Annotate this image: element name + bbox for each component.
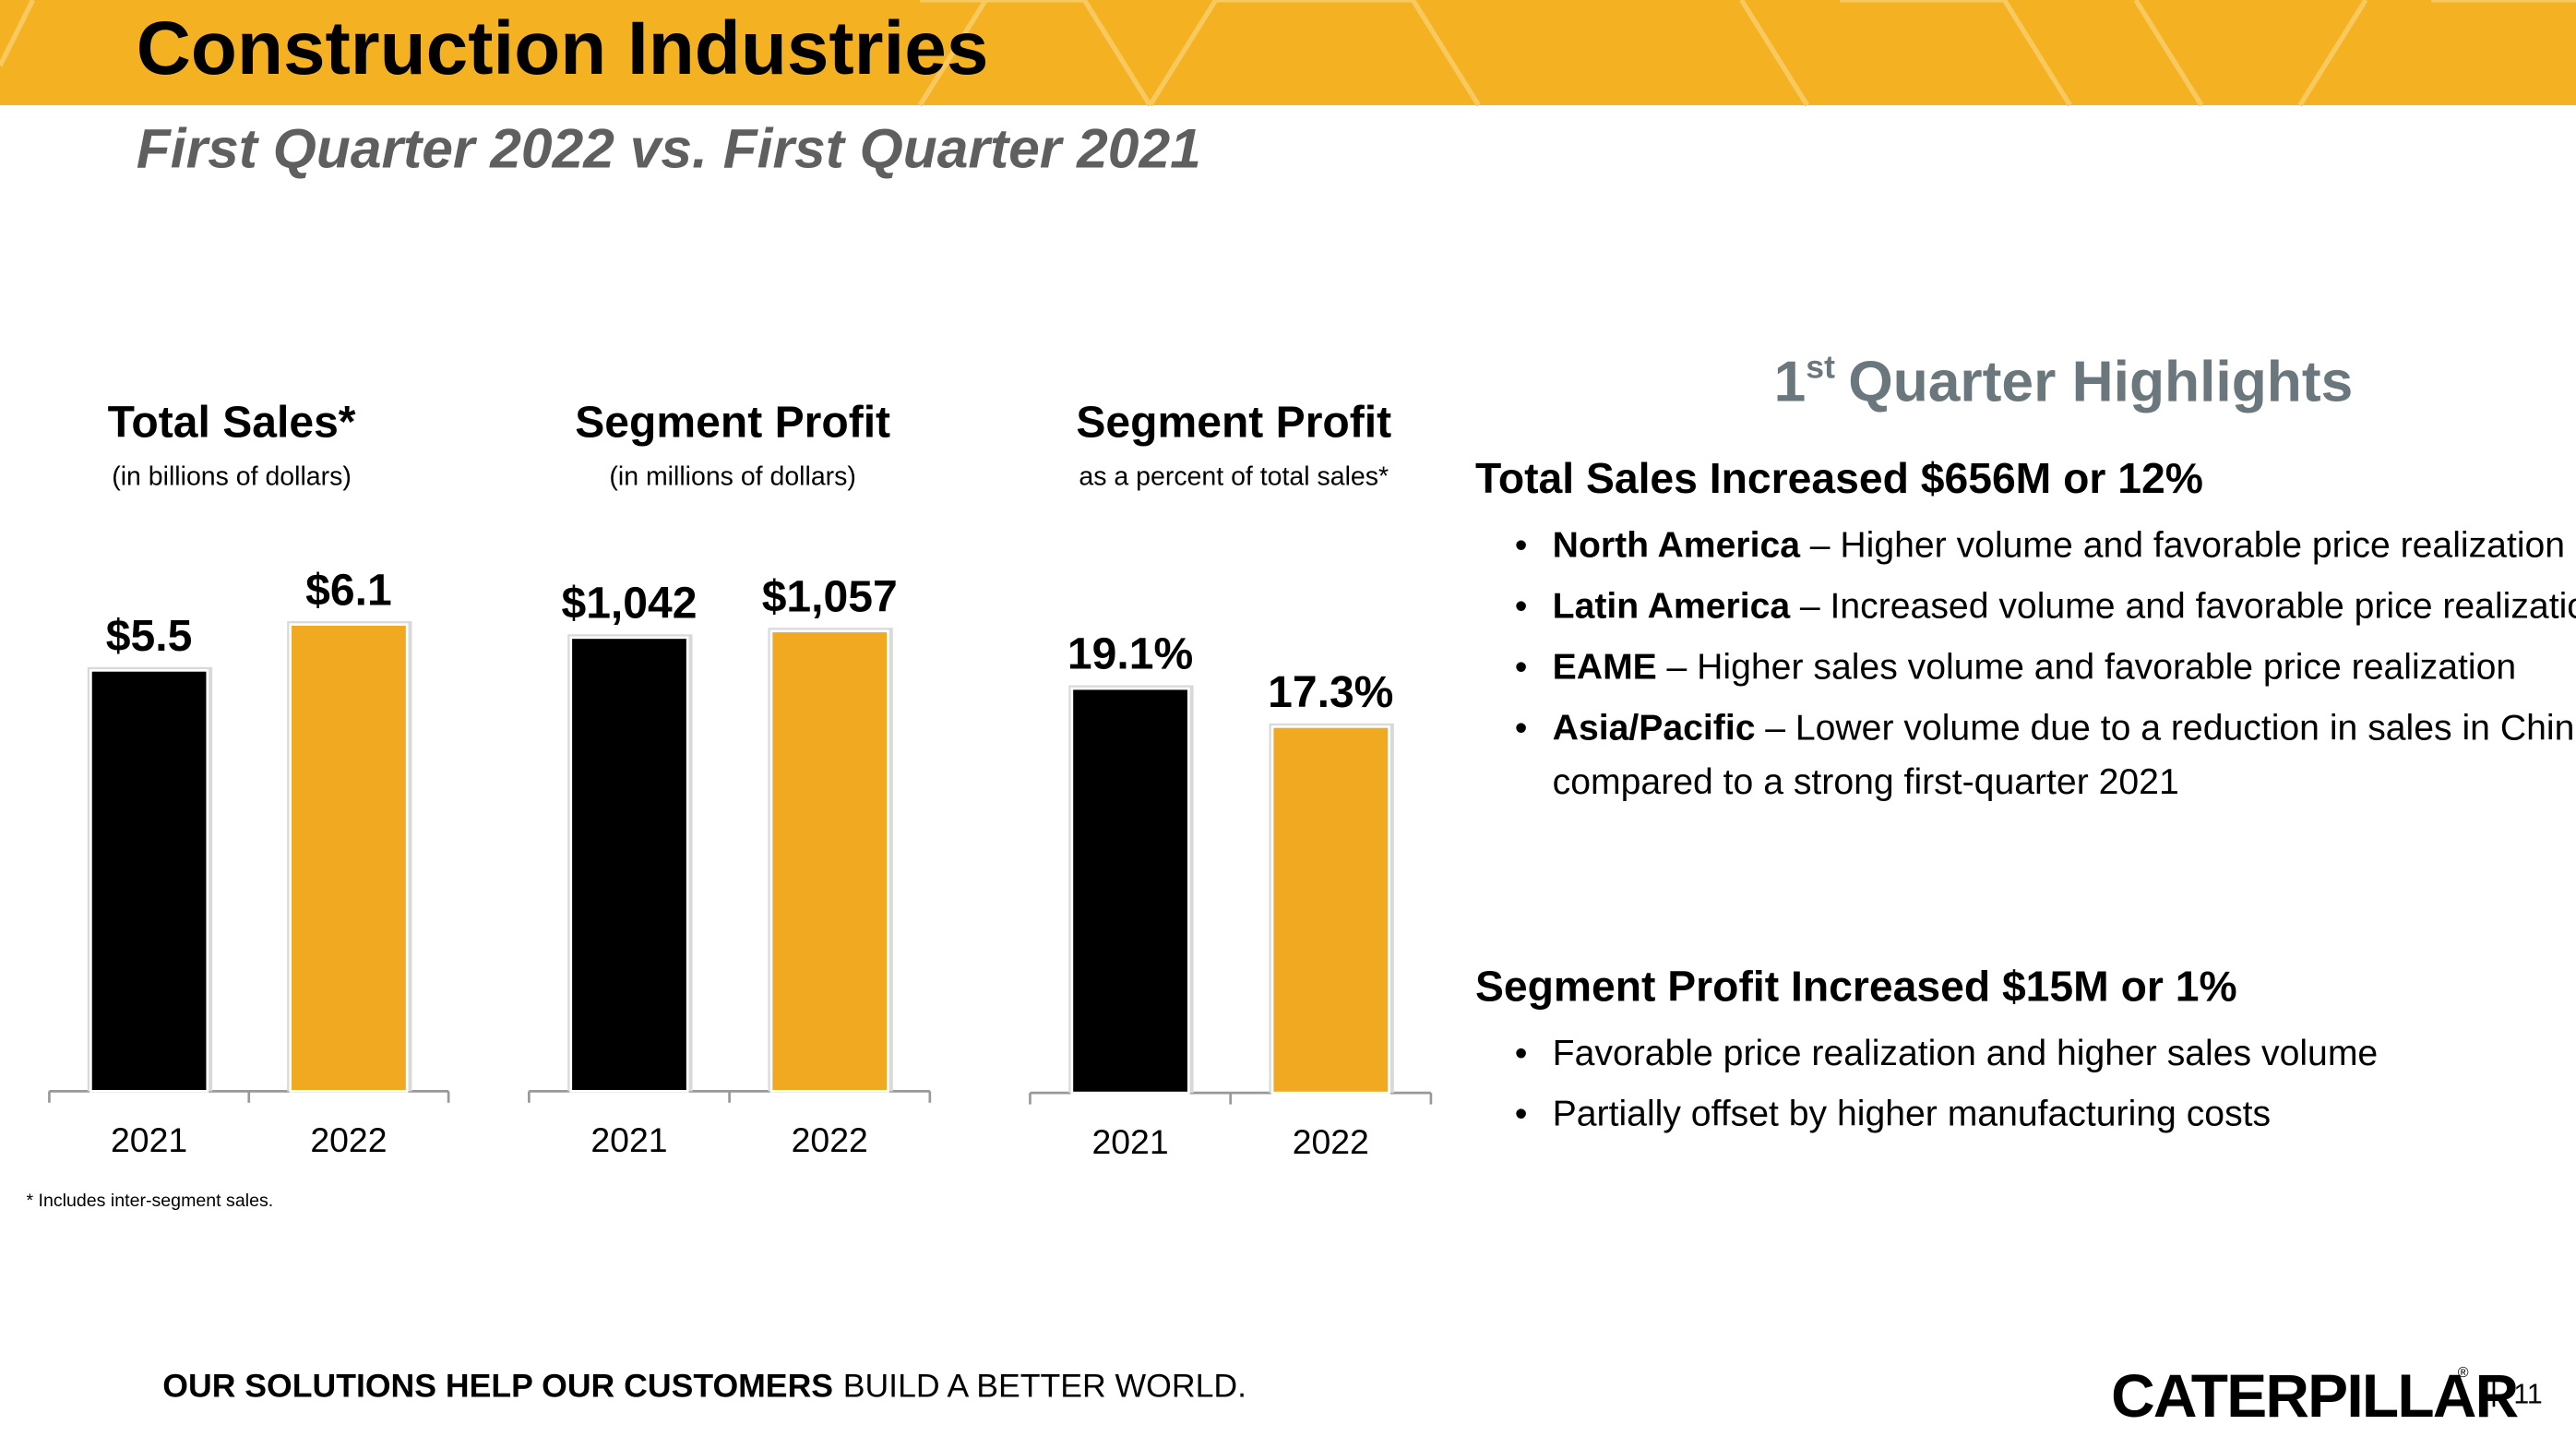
page-number: 11 (2513, 1380, 2542, 1410)
bullet-rest: – Lower volume due to a reduction in sal… (1765, 708, 2576, 748)
x-tick-label: 2022 (792, 1120, 868, 1159)
value-label: $1,042 (561, 578, 697, 628)
bullet-dot: • (1515, 1034, 1528, 1073)
tagline: OUR SOLUTIONS HELP OUR CUSTOMERS BUILD A … (162, 1368, 1246, 1405)
tagline-bold: OUR SOLUTIONS HELP OUR CUSTOMERS (162, 1368, 833, 1405)
section-heading: Segment Profit Increased $15M or 1% (1475, 962, 2237, 1010)
bullet-rest: – Higher volume and favorable price real… (1810, 526, 2565, 566)
title-suffix: st (1806, 349, 1835, 386)
logo: CATERPILLAR (2111, 1361, 2518, 1430)
highlights-title: 1st Quarter Highlights (1774, 349, 2354, 414)
bullet-bold: EAME (1553, 647, 1657, 687)
bullet-text: Asia/Pacific – Lower volume due to a redu… (1553, 708, 2576, 748)
x-tick-label: 2021 (1091, 1122, 1168, 1161)
bar (89, 669, 209, 1093)
logo-mark: ® (2458, 1364, 2469, 1381)
chart-title: Total Sales* (108, 398, 356, 448)
hex-pattern (0, 0, 2576, 107)
chart-title: Segment Profit (575, 398, 890, 448)
x-tick-label: 2021 (590, 1120, 667, 1159)
bullet-rest: Partially offset by higher manufacturing… (1553, 1095, 2271, 1134)
title-rest: Quarter Highlights (1848, 350, 2353, 413)
value-label: 17.3% (1268, 667, 1393, 717)
bullet-dot: • (1515, 587, 1528, 627)
value-label: $1,057 (762, 571, 898, 621)
bar (1070, 687, 1190, 1095)
bullet-text: Favorable price realization and higher s… (1553, 1034, 2379, 1073)
section-heading: Total Sales Increased $656M or 12% (1475, 454, 2203, 502)
bullet-dot: • (1515, 526, 1528, 566)
bullet-bold: Latin America (1553, 587, 1792, 627)
bar (289, 623, 409, 1093)
bullet-text: North America – Higher volume and favorab… (1553, 526, 2565, 566)
value-label: $6.1 (305, 565, 392, 615)
x-tick-label: 2022 (1293, 1122, 1369, 1161)
bullet-text-line: compared to a strong first-quarter 2021 (1553, 762, 2179, 802)
value-label: 19.1% (1067, 629, 1193, 679)
bullet-dot: • (1515, 708, 1528, 748)
footnote: * Includes inter-segment sales. (26, 1191, 273, 1211)
value-label: $5.5 (106, 611, 193, 661)
charts: Total Sales* (in billions of dollars) $5.5… (48, 398, 1433, 1161)
bar (769, 629, 889, 1093)
chart-subtitle: as a percent of total sales* (1079, 461, 1389, 491)
bullet-text: Latin America – Increased volume and favo… (1553, 587, 2576, 627)
bullet-dot: • (1515, 647, 1528, 687)
bullet-rest: – Increased volume and favorable price r… (1800, 587, 2576, 627)
highlights: Total Sales Increased $656M or 12% • North… (1475, 454, 2576, 1134)
bullet-rest: Favorable price realization and higher s… (1553, 1034, 2379, 1073)
slide-title: Construction Industries (137, 6, 989, 90)
chart-subtitle: (in billions of dollars) (112, 461, 352, 491)
bar (1270, 725, 1390, 1095)
chart-title: Segment Profit (1076, 398, 1391, 448)
bullet-dot: • (1515, 1095, 1528, 1134)
bullet-text: EAME – Higher sales volume and favorable … (1553, 647, 2516, 687)
title-number: 1 (1774, 350, 1807, 413)
tagline-rest: BUILD A BETTER WORLD. (843, 1368, 1246, 1405)
bar (569, 636, 689, 1093)
chart-subtitle: (in millions of dollars) (609, 461, 856, 491)
slide-subtitle: First Quarter 2022 vs. First Quarter 202… (137, 117, 1201, 180)
x-tick-label: 2021 (111, 1120, 187, 1159)
bullet-rest: – Higher sales volume and favorable pric… (1667, 647, 2517, 687)
x-tick-label: 2022 (310, 1120, 387, 1159)
bullet-text: Partially offset by higher manufacturing… (1553, 1095, 2271, 1134)
bullet-bold: North America (1553, 526, 1802, 566)
bullet-bold: Asia/Pacific (1553, 708, 1756, 748)
